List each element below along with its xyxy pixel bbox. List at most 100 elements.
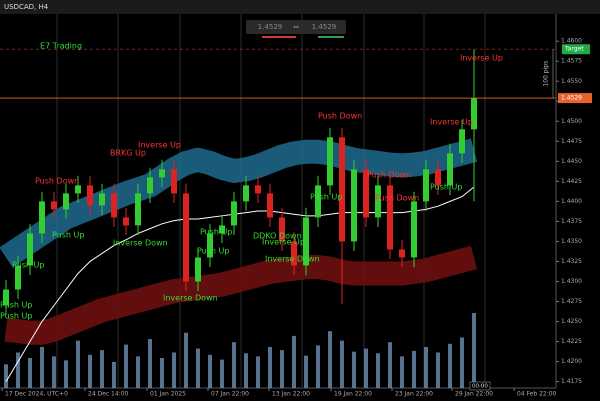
candle-body [123, 217, 129, 226]
volume-bar [64, 360, 68, 388]
x-tick-label: 13 Jan 22:00 [272, 391, 310, 398]
candle-body [267, 193, 273, 218]
volume-bar [100, 350, 104, 388]
bid-bar [262, 36, 296, 38]
candle-body [435, 169, 441, 186]
volume-bar [412, 350, 416, 388]
signal-label: Push Down [35, 177, 79, 186]
candle-body [159, 169, 165, 178]
volume-bar [232, 342, 236, 388]
signal-label: Push Up [52, 231, 84, 240]
signal-label: Inverse Down [265, 255, 320, 264]
candle-body [87, 185, 93, 206]
candle-body [459, 129, 465, 154]
y-tick-label: 1.4425 [561, 178, 582, 185]
volume-bar [388, 342, 392, 388]
y-tick-label: 1.4600 [561, 38, 582, 45]
signal-label: Push Up [0, 312, 32, 321]
y-tick-label: 1.4375 [561, 218, 582, 225]
signal-label: Inverse Down [113, 239, 168, 248]
volume-bar [268, 346, 272, 388]
candle-body [231, 201, 237, 226]
candle-body [327, 137, 333, 186]
volume-bar [376, 353, 380, 388]
current-price-label: 1.4529 [561, 95, 582, 102]
candle-body [219, 225, 225, 234]
candle-body [99, 193, 105, 206]
y-tick-label: 1.4450 [561, 158, 582, 165]
candle-body [171, 169, 177, 194]
y-tick-label: 1.4350 [561, 238, 582, 245]
x-tick-label: 29 Jan 22:00 [455, 391, 493, 398]
volume-bar [256, 356, 260, 388]
volume-bar [136, 356, 140, 388]
bid-price: 1.4529 [258, 23, 283, 31]
y-tick-label: 1.4200 [561, 358, 582, 365]
y-tick-label: 1.4250 [561, 318, 582, 325]
candle-body [15, 265, 21, 290]
volume-bar [292, 335, 296, 388]
y-tick-label: 1.4325 [561, 258, 582, 265]
ask-price: 1.4529 [312, 23, 337, 31]
volume-bar [340, 340, 344, 388]
x-tick-label: 01 Jan 2025 [150, 391, 186, 398]
signal-label: Inverse Up [262, 238, 305, 247]
candle-body [291, 241, 297, 266]
volume-bar [148, 339, 152, 388]
volume-bar [352, 351, 356, 388]
y-tick-label: 1.4400 [561, 198, 582, 205]
signal-label: Inverse Down [163, 294, 218, 303]
y-tick-label: 1.4275 [561, 298, 582, 305]
signal-label: Inverse Up [138, 141, 181, 150]
volume-bar [460, 337, 464, 388]
candle-body [183, 193, 189, 282]
y-tick-label: 1.4500 [561, 118, 582, 125]
candle-body [3, 289, 9, 306]
volume-bar [76, 340, 80, 388]
candle-body [75, 185, 81, 194]
signal-label: Inverse Up [460, 54, 503, 63]
candle-body [363, 169, 369, 218]
signal-label: Push Up [0, 301, 32, 310]
volume-bar [160, 358, 164, 388]
signal-label: DDKO Down [253, 232, 302, 241]
signal-label: BRKG Up [110, 149, 146, 158]
volume-bar [316, 345, 320, 388]
signal-label: Push Up [430, 183, 462, 192]
candle-body [471, 98, 477, 130]
candle-body [375, 185, 381, 218]
candle-body [279, 217, 285, 242]
last-time: 00:00 [472, 384, 488, 390]
price-pill[interactable] [246, 20, 346, 34]
volume-bar [16, 352, 20, 388]
title-bar [0, 0, 600, 14]
window-title: USDCAD, H4 [4, 3, 49, 11]
y-tick-label: 1.4225 [561, 338, 582, 345]
candle-body [111, 193, 117, 218]
volume-bar [28, 358, 32, 388]
volume-bar [304, 355, 308, 388]
upper-band [0, 138, 478, 268]
lower-band [4, 245, 478, 345]
volume-bar [220, 359, 224, 388]
x-tick-label: 17 Dec 2024, UTC+0 [5, 391, 68, 398]
volume-bar [280, 350, 284, 388]
candle-body [27, 233, 33, 266]
volume-bar [244, 353, 248, 388]
signal-label: Inverse Up [430, 118, 473, 127]
candle-body [51, 201, 57, 210]
ask-bar [318, 36, 344, 38]
candle-body [63, 193, 69, 210]
volume-bar [436, 352, 440, 388]
y-tick-label: 1.4550 [561, 78, 582, 85]
target-label: Target [564, 46, 584, 53]
candle-body [255, 185, 261, 194]
x-tick-label: 07 Jan 22:00 [211, 391, 249, 398]
moving-average [5, 186, 475, 382]
candle-body [303, 217, 309, 266]
candle-body [195, 257, 201, 282]
candle-body [447, 153, 453, 186]
signal-label: Push Down [375, 194, 419, 203]
